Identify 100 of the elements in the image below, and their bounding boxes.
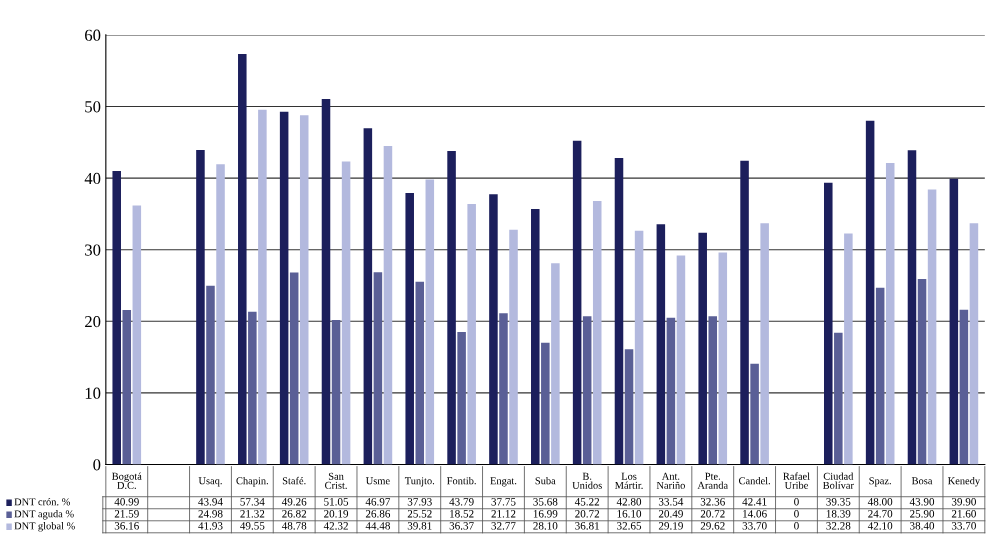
bar: [363, 128, 373, 465]
bar: [373, 272, 383, 465]
bar: [969, 223, 979, 465]
bar: [624, 349, 634, 465]
legend-label: DNT aguda %: [14, 510, 74, 520]
bar: [132, 205, 142, 465]
data-label: 48.78: [281, 522, 307, 530]
x-tick-label: Los Mártir.: [615, 472, 643, 489]
data-label: 42.80: [616, 498, 642, 506]
y-tick-label: 20: [85, 316, 101, 328]
bar: [634, 230, 644, 465]
bar: [289, 272, 299, 465]
y-tick-label: 10: [85, 387, 101, 399]
y-tick-label: 40: [84, 172, 101, 185]
bar: [718, 252, 728, 465]
data-label: 42.32: [323, 522, 348, 530]
bar: [708, 316, 718, 465]
bar: [447, 150, 456, 465]
data-label: 45.22: [574, 498, 600, 506]
y-tick-label: 50: [85, 101, 101, 113]
data-label: 16.99: [533, 510, 558, 518]
x-tick-label: Bosa: [911, 477, 933, 485]
bar: [341, 161, 351, 465]
y-tick-label: 60: [85, 29, 101, 41]
data-label: 39.81: [407, 522, 432, 530]
bar: [927, 189, 937, 465]
x-tick-label: Candel.: [738, 476, 770, 485]
x-tick-label: Fontib.: [447, 476, 476, 485]
bar: [917, 279, 927, 465]
data-label: 39.90: [951, 498, 976, 506]
data-label: 48.00: [867, 498, 893, 506]
data-label: 0: [794, 498, 799, 506]
data-label: 57.34: [240, 498, 265, 506]
bar: [383, 146, 393, 465]
bar: [509, 229, 518, 465]
bar: [299, 115, 309, 465]
data-label: 38.40: [910, 522, 935, 530]
bar: [572, 140, 582, 465]
bar: [865, 120, 875, 465]
data-label: 42.10: [867, 522, 893, 530]
x-tick-label: San Crist.: [325, 472, 347, 489]
bar: [206, 285, 215, 465]
data-label: 36.37: [449, 522, 474, 530]
data-label: 21.12: [491, 510, 516, 518]
data-label: 21.60: [951, 510, 976, 518]
bar: [457, 331, 466, 465]
bar: [760, 223, 769, 465]
x-tick-label: Engat.: [490, 477, 517, 487]
x-tick-label: Pte. Aranda: [697, 472, 728, 489]
data-label: 32.65: [617, 522, 642, 530]
data-label: 36.81: [575, 522, 600, 530]
data-label: 20.72: [700, 510, 725, 518]
data-label: 14.06: [743, 510, 767, 518]
x-tick-label: Rafael Uribe: [783, 472, 810, 489]
bar: [258, 109, 267, 465]
data-label: 49.26: [281, 498, 307, 506]
data-label: 32.28: [826, 522, 851, 530]
bar: [750, 363, 759, 465]
bar: [614, 158, 624, 465]
data-label: 21.32: [240, 510, 265, 518]
data-label: 51.05: [324, 498, 349, 506]
data-label: 32.36: [700, 498, 725, 506]
bar: [885, 163, 895, 465]
data-label: 44.48: [365, 522, 390, 530]
data-label: 33.70: [951, 522, 976, 530]
x-tick-label: Usaq.: [198, 477, 222, 487]
data-label: 18.39: [826, 510, 851, 518]
data-label: 25.90: [910, 510, 935, 518]
bar: [824, 182, 833, 465]
data-label: 29.19: [658, 522, 683, 530]
data-label: 42.41: [742, 498, 767, 506]
data-label: 0: [794, 522, 799, 530]
x-tick-label: Ciudad Bolívar: [823, 472, 854, 489]
data-label: 26.86: [365, 510, 391, 518]
data-label: 36.16: [114, 522, 139, 530]
data-label: 32.77: [491, 522, 516, 530]
x-tick-label: Usme: [365, 477, 390, 485]
bar: [698, 232, 707, 465]
bar: [499, 313, 508, 465]
bar: [321, 98, 331, 465]
data-label: 24.70: [868, 510, 893, 518]
data-label: 35.68: [533, 498, 558, 506]
data-label: 29.62: [700, 522, 725, 530]
data-label: 20.19: [324, 510, 349, 518]
data-label: 37.75: [491, 498, 516, 506]
data-label: 39.35: [826, 498, 851, 506]
bar: [834, 332, 843, 465]
data-label: 40.99: [114, 498, 139, 506]
bar: [844, 233, 853, 465]
data-label: 18.52: [450, 510, 474, 518]
x-tick-label: B. Unidos: [572, 472, 602, 489]
x-tick-label: Kenedy: [947, 476, 981, 487]
x-tick-label: Stafé.: [282, 476, 306, 485]
bar: [238, 53, 247, 465]
bar: [656, 224, 666, 465]
bar: [489, 194, 498, 465]
data-label: 33.54: [658, 498, 684, 506]
bar: [122, 309, 132, 465]
data-label: 20.72: [575, 510, 600, 518]
x-tick-label: Chapin.: [236, 476, 268, 487]
